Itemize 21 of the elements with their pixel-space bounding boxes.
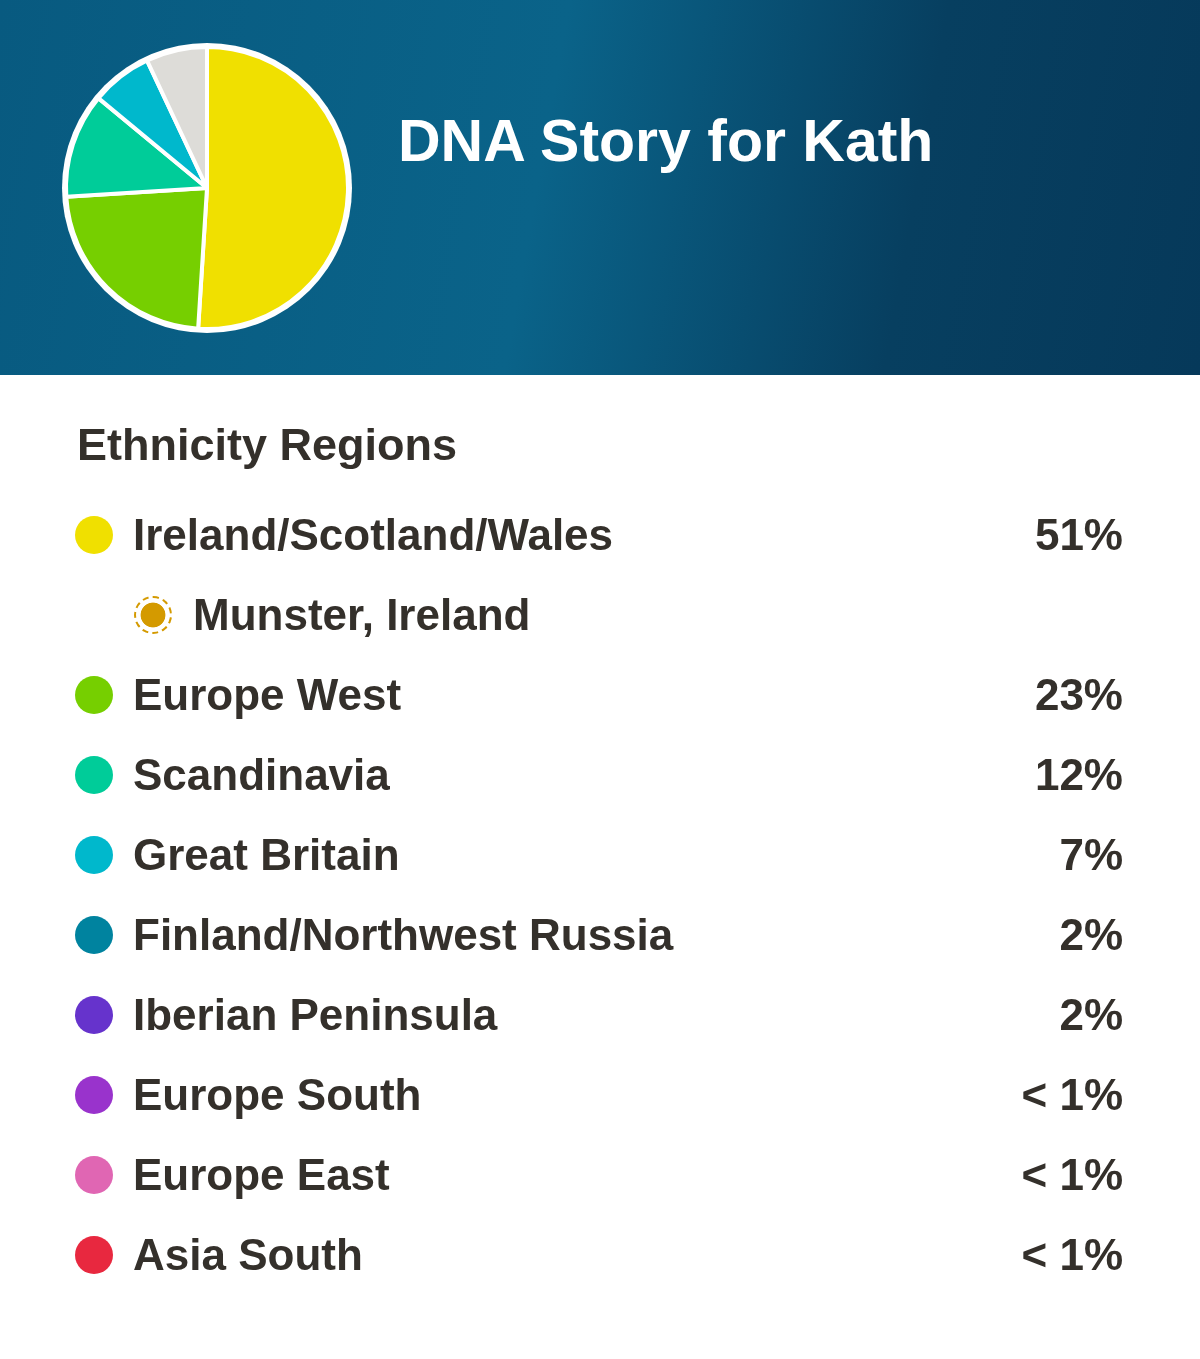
text: 51% [1034,510,1123,559]
category-label: Asia South [133,1229,363,1281]
text: DNA Story for Kath [398,107,934,174]
category-label: Europe East [133,1149,390,1201]
category-label: Finland/Northwest Russia [133,909,674,961]
text: 23% [1034,670,1123,719]
text: 7% [1059,830,1123,879]
text: Ethnicity Regions [77,419,458,470]
text: 2% [1059,910,1123,959]
category-label: Scandinavia [133,749,390,801]
text: 12% [1034,750,1123,799]
text: 2% [1059,990,1123,1039]
category-label: Ireland/Scotland/Wales [133,509,614,561]
text: < 1% [1021,1230,1123,1279]
text: < 1% [1021,1150,1123,1199]
category-label: Europe South [133,1069,422,1121]
category-label: Great Britain [133,829,400,881]
category-label: Iberian Peninsula [133,989,498,1041]
category-label: Europe West [133,669,402,721]
category-label: Munster, Ireland [193,589,531,641]
text: < 1% [1021,1070,1123,1119]
